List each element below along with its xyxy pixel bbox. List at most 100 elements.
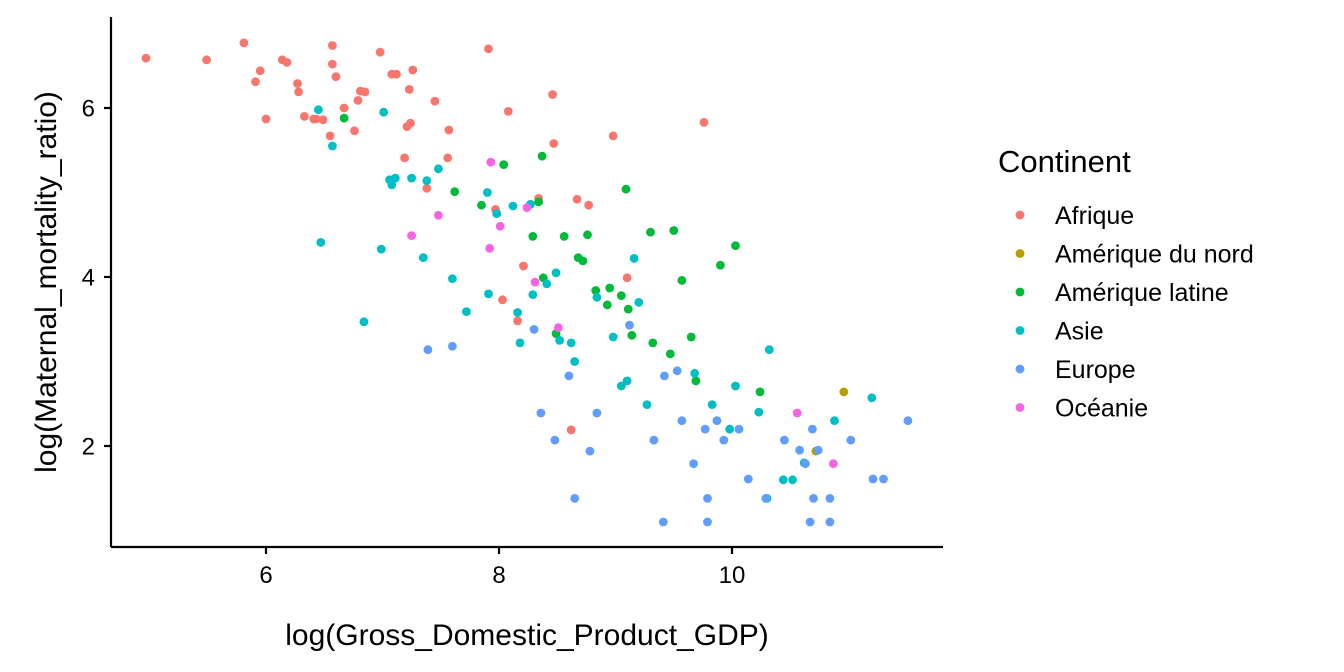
data-point-0-39 — [513, 316, 522, 326]
data-point-4-0 — [423, 345, 433, 355]
data-point-3-23 — [542, 279, 552, 289]
data-point-3-7 — [387, 180, 397, 190]
data-point-4-23 — [761, 494, 771, 503]
data-point-0-23 — [375, 47, 385, 57]
data-point-3-9 — [407, 173, 416, 183]
legend-key-5 — [1015, 403, 1025, 412]
data-point-3-13 — [448, 274, 457, 284]
data-point-3-5 — [379, 107, 389, 117]
data-point-0-2 — [239, 38, 249, 48]
data-point-4-27 — [805, 517, 815, 527]
data-point-4-17 — [703, 494, 712, 503]
data-point-2-29 — [755, 387, 765, 397]
data-point-3-36 — [707, 400, 717, 409]
data-point-0-0 — [141, 53, 151, 63]
data-point-0-32 — [430, 96, 440, 106]
data-point-2-23 — [669, 226, 679, 235]
data-point-3-28 — [592, 292, 602, 302]
data-point-3-19 — [513, 308, 522, 317]
data-point-3-46 — [867, 393, 877, 403]
x-tick-label-1: 8 — [492, 562, 505, 589]
data-point-4-29 — [809, 494, 818, 503]
data-point-3-8 — [390, 173, 400, 183]
legend-label-1: Amérique du nord — [1055, 241, 1254, 269]
data-point-3-11 — [422, 176, 432, 186]
data-point-0-42 — [548, 90, 557, 99]
data-point-0-25 — [392, 69, 401, 79]
legend-title: Continent — [998, 144, 1131, 179]
data-point-4-34 — [868, 474, 878, 484]
data-point-3-18 — [508, 201, 518, 211]
data-point-0-45 — [572, 194, 582, 204]
data-point-2-26 — [691, 376, 701, 386]
data-point-4-13 — [672, 366, 682, 376]
data-point-2-3 — [499, 160, 509, 170]
data-point-0-30 — [408, 65, 418, 75]
legend-key-4 — [1015, 364, 1025, 374]
data-point-0-31 — [422, 183, 432, 193]
data-point-3-43 — [788, 475, 797, 485]
data-point-5-6 — [530, 277, 540, 287]
data-point-3-25 — [555, 336, 564, 345]
data-point-4-26 — [801, 459, 810, 469]
data-point-3-24 — [551, 268, 561, 278]
data-point-0-28 — [404, 85, 414, 94]
data-point-4-24 — [780, 435, 789, 445]
data-point-2-17 — [621, 184, 631, 194]
data-point-4-25 — [795, 445, 804, 455]
data-point-4-5 — [564, 371, 574, 381]
data-point-2-18 — [623, 304, 633, 314]
data-point-0-17 — [331, 72, 341, 82]
data-point-4-7 — [585, 446, 595, 456]
data-point-0-34 — [444, 125, 454, 135]
data-point-4-30 — [813, 445, 823, 455]
data-points — [141, 38, 913, 527]
data-point-0-33 — [443, 153, 453, 163]
data-point-3-32 — [629, 254, 639, 263]
data-point-3-0 — [314, 105, 323, 115]
data-point-0-13 — [318, 115, 328, 125]
data-point-2-5 — [534, 197, 543, 207]
data-point-2-21 — [648, 338, 658, 348]
legend-key-2 — [1015, 287, 1025, 297]
data-point-4-28 — [808, 424, 817, 434]
legend-label-4: Europe — [1055, 356, 1136, 384]
data-point-4-22 — [743, 474, 753, 484]
data-point-0-15 — [328, 41, 337, 50]
data-point-0-20 — [353, 96, 363, 105]
data-point-4-36 — [903, 416, 913, 426]
data-point-4-1 — [448, 341, 457, 351]
data-point-0-22 — [360, 87, 370, 97]
data-point-2-11 — [578, 256, 588, 266]
data-point-0-7 — [282, 58, 292, 67]
data-point-0-46 — [584, 200, 594, 210]
data-point-3-41 — [764, 345, 774, 355]
data-point-0-48 — [622, 273, 632, 283]
legend-key-1 — [1015, 249, 1025, 258]
x-tick-label-2: 10 — [719, 562, 746, 589]
y-tick-label-0: 2 — [82, 434, 95, 461]
data-point-4-11 — [658, 517, 668, 527]
data-point-2-13 — [591, 286, 601, 295]
data-point-2-14 — [602, 300, 612, 310]
data-point-0-4 — [255, 66, 265, 76]
data-point-0-9 — [294, 87, 303, 97]
data-point-2-27 — [716, 260, 725, 270]
data-point-3-12 — [434, 164, 443, 174]
data-point-3-26 — [566, 338, 576, 348]
data-point-3-20 — [515, 338, 525, 348]
data-point-3-31 — [622, 376, 632, 386]
y-axis-ticks: 2 4 6 — [82, 96, 111, 461]
x-axis-title: log(Gross_Domestic_Product_GDP) — [285, 619, 769, 652]
legend-key-0 — [1015, 210, 1025, 220]
data-point-4-4 — [550, 435, 560, 445]
data-point-0-35 — [484, 44, 493, 54]
data-point-0-12 — [311, 114, 321, 124]
data-point-5-1 — [434, 210, 443, 220]
data-point-2-0 — [339, 113, 349, 123]
data-point-5-2 — [485, 243, 495, 253]
y-tick-label-2: 6 — [82, 96, 95, 123]
data-point-2-28 — [731, 241, 740, 251]
data-point-3-2 — [328, 141, 337, 151]
